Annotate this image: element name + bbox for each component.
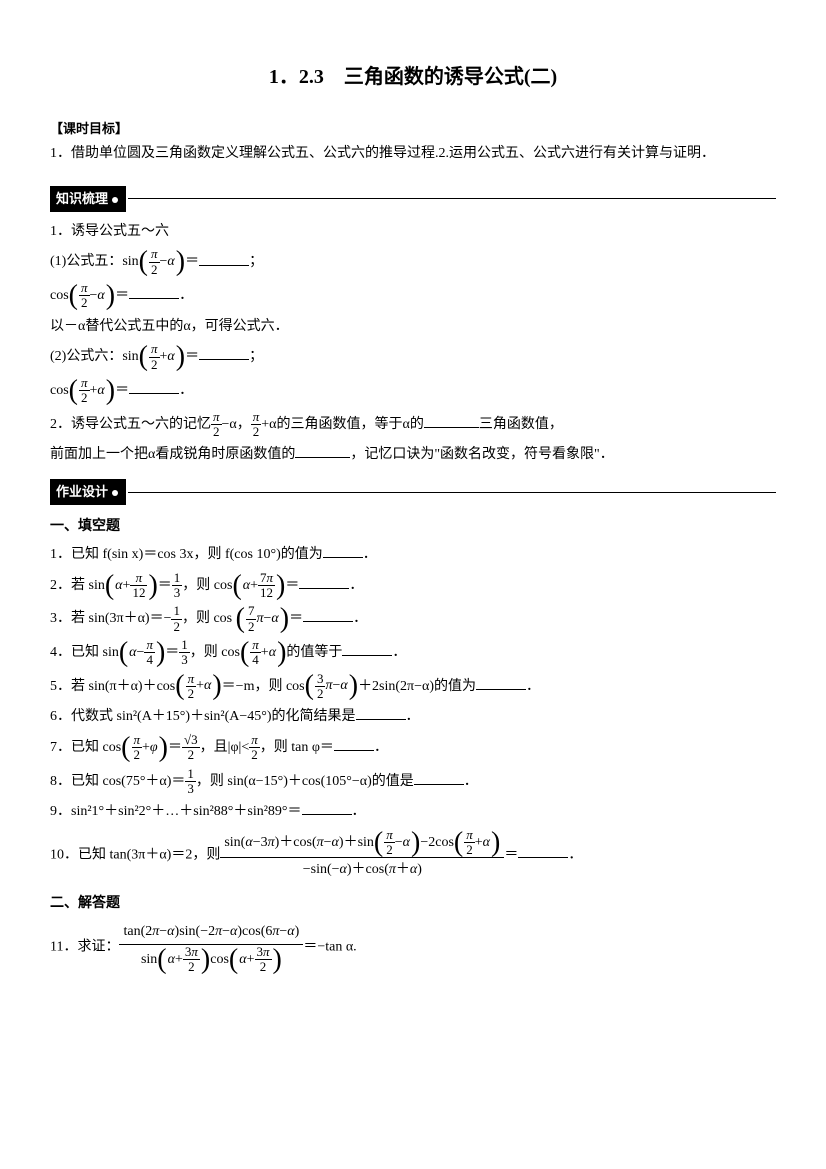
k2-line1: 2．诱导公式五～六的记忆π2−α，π2+α的三角函数值，等于α的三角函数值， (50, 410, 776, 440)
q9: 9．sin²1°＋sin²2°＋…＋sin²88°＋sin²89°＝． (50, 800, 776, 824)
goal-text: 1．借助单位圆及三角函数定义理解公式五、公式六的推导过程.2.运用公式五、公式六… (50, 142, 776, 166)
fill-heading: 一、填空题 (50, 515, 776, 539)
goal-label: 【课时目标】 (50, 121, 128, 136)
k1-sub: 以－α替代公式五中的α，可得公式六． (50, 315, 776, 339)
k1-heading: 1．诱导公式五～六 (50, 220, 776, 244)
formula-5-cos: cosπ2−α＝． (50, 281, 776, 311)
q6: 6．代数式 sin²(A＋15°)＋sin²(A−45°)的化简结果是． (50, 705, 776, 729)
q4: 4．已知 sinα−π4＝13，则 cosπ4+α的值等于． (50, 638, 776, 668)
q11: 11．求证： tan(2π−α)sin(−2π−α)cos(6π−α) sinα… (50, 920, 776, 974)
dot-icon (112, 197, 118, 203)
page-title: 1．2.3 三角函数的诱导公式(二) (50, 60, 776, 94)
section-homework: 作业设计 (50, 479, 776, 505)
knowledge-tab: 知识梳理 (50, 186, 126, 212)
divider-line (128, 492, 776, 493)
q8: 8．已知 cos(75°＋α)＝13，则 sin(α−15°)＋cos(105°… (50, 767, 776, 797)
q2: 2．若 sinα+π12＝13，则 cosα+7π12＝． (50, 571, 776, 601)
divider-line (128, 198, 776, 199)
formula-6-cos: cosπ2+α＝． (50, 376, 776, 406)
goal-block: 【课时目标】 1．借助单位圆及三角函数定义理解公式五、公式六的推导过程.2.运用… (50, 118, 776, 166)
q3: 3．若 sin(3π＋α)＝−12，则 cos 72π−α＝． (50, 604, 776, 634)
q7: 7．已知 cosπ2+φ＝√32，且|φ|<π2，则 tan φ＝． (50, 733, 776, 763)
q5: 5．若 sin(π＋α)＋cosπ2+α＝−m，则 cos32π−α＋2sin(… (50, 672, 776, 702)
dot-icon (112, 490, 118, 496)
formula-6-sin: (2)公式六：sinπ2+α＝； (50, 342, 776, 372)
q1: 1．已知 f(sin x)＝cos 3x，则 f(cos 10°)的值为． (50, 543, 776, 567)
formula-5-sin: (1)公式五：sinπ2−α＝； (50, 247, 776, 277)
solve-heading: 二、解答题 (50, 892, 776, 916)
k2-line2: 前面加上一个把α看成锐角时原函数值的，记忆口诀为"函数名改变，符号看象限"． (50, 443, 776, 467)
homework-tab: 作业设计 (50, 479, 126, 505)
section-knowledge: 知识梳理 (50, 186, 776, 212)
q10: 10．已知 tan(3π＋α)＝2，则 sin(α−3π)＋cos(π−α)＋s… (50, 828, 776, 882)
